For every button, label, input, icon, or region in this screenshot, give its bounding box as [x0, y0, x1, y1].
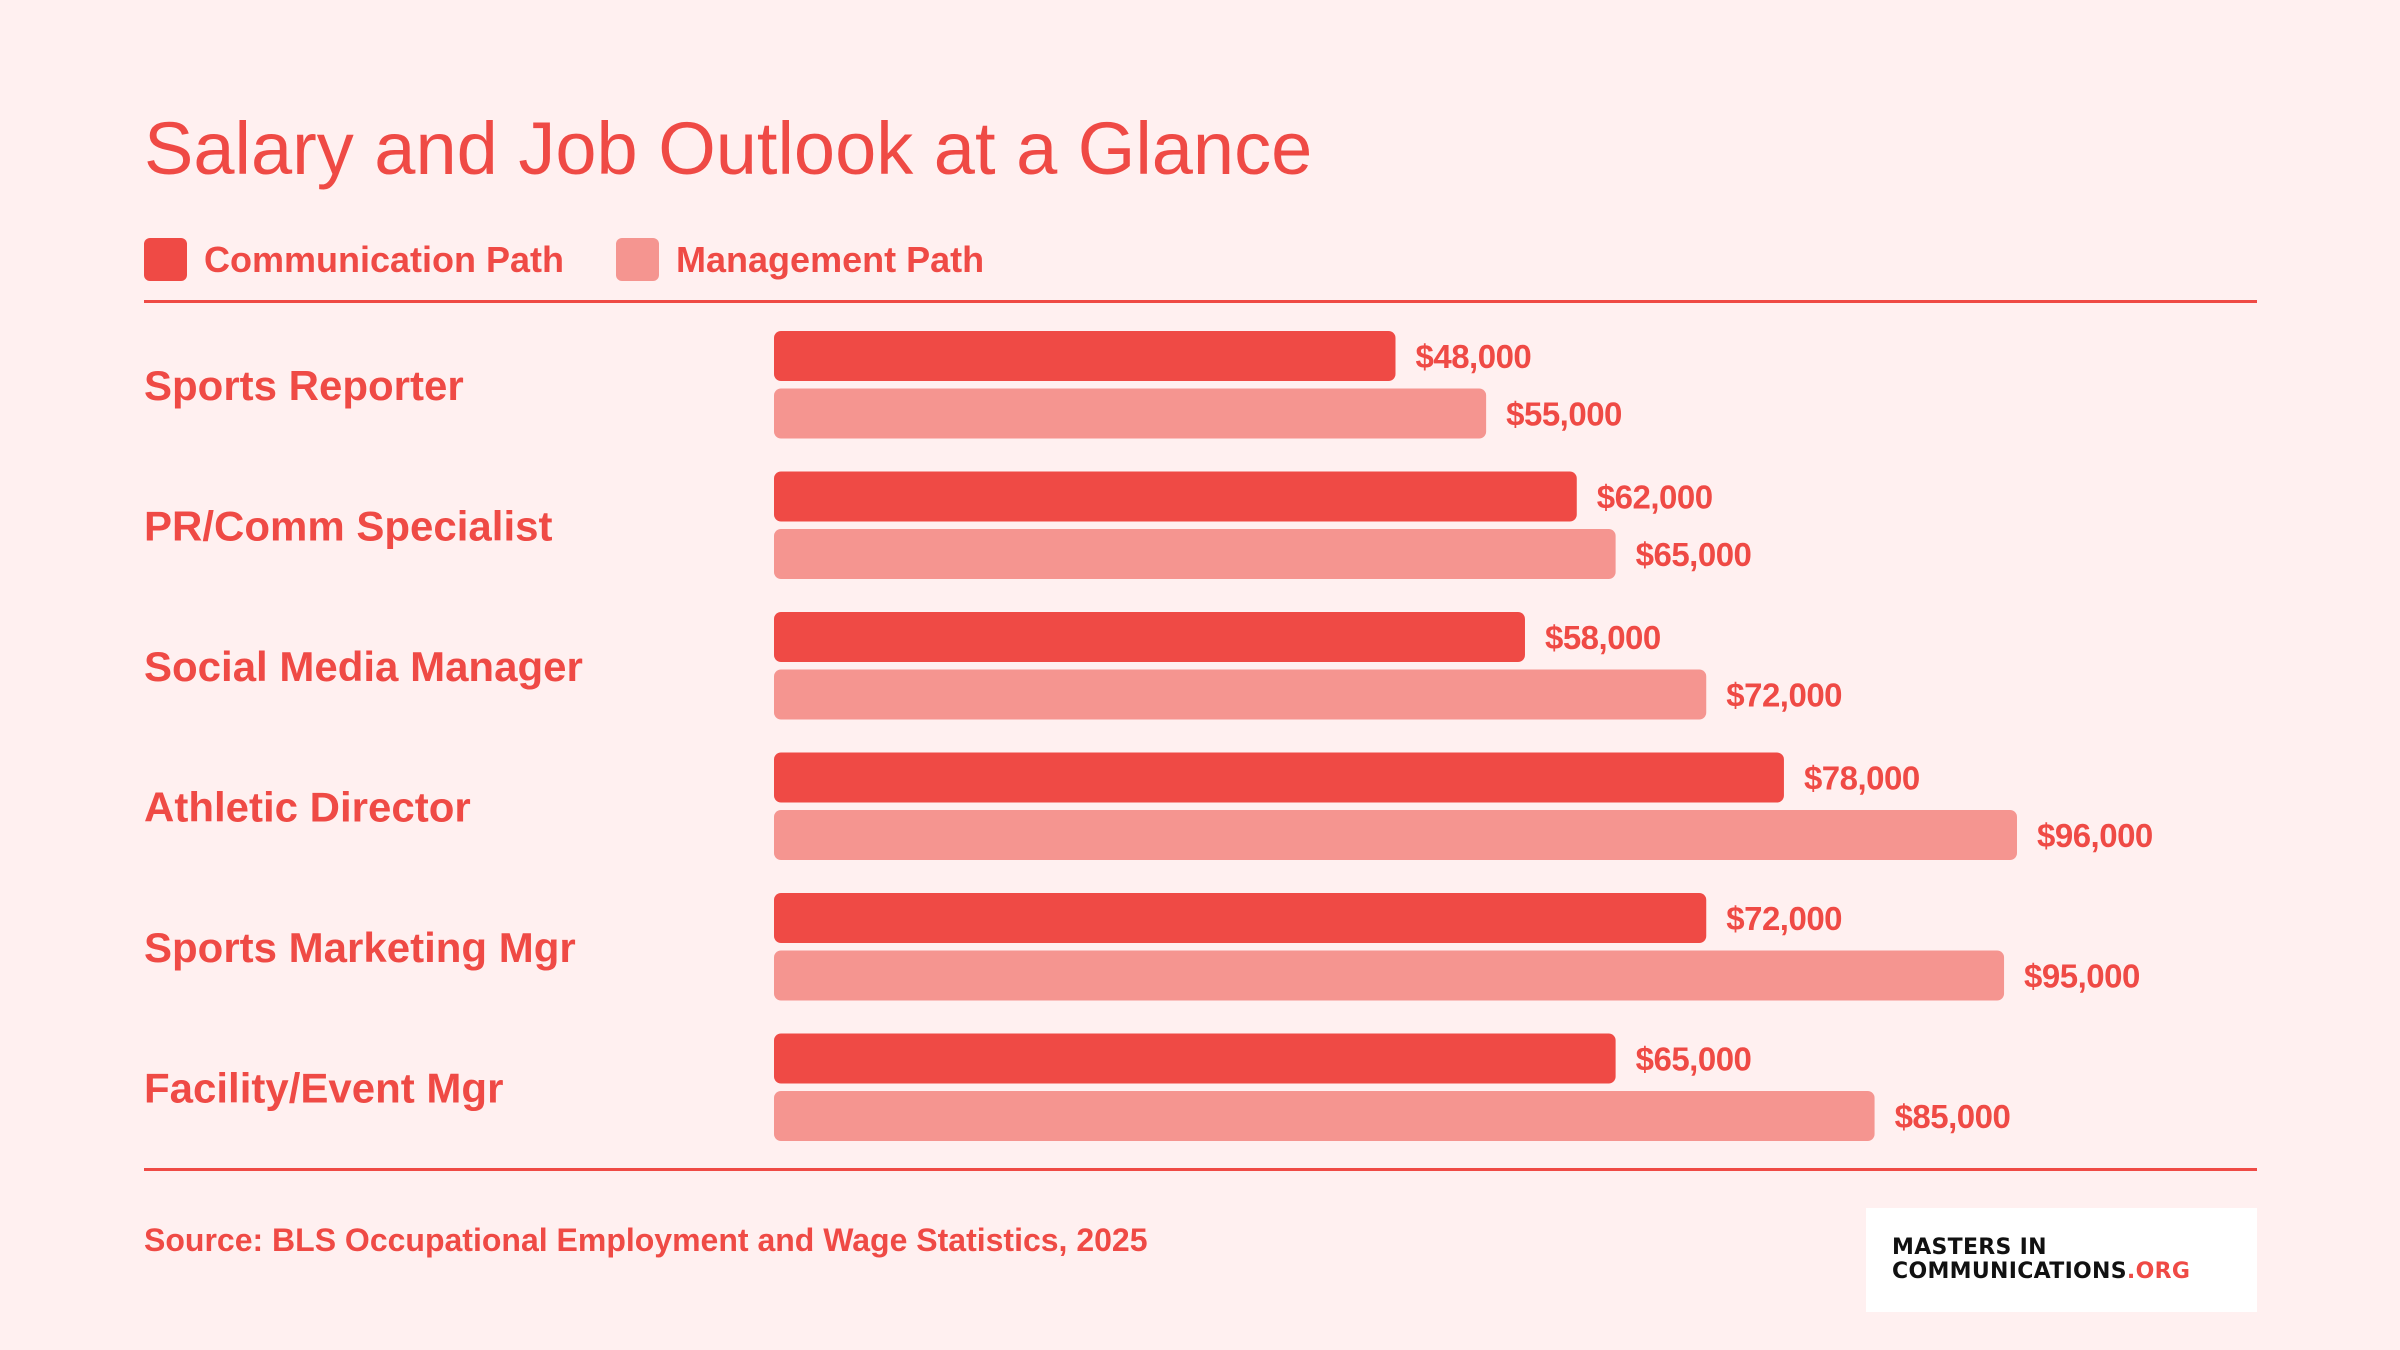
- category-label-pr-comm-specialist: PR/Comm Specialist: [144, 502, 552, 549]
- category-label-sports-reporter: Sports Reporter: [144, 362, 464, 409]
- bottom-divider: [144, 1168, 2257, 1171]
- bar-communication-path-social-media-manager: [774, 612, 1525, 662]
- chart-title: Salary and Job Outlook at a Glance: [144, 107, 1313, 190]
- category-label-sports-marketing-mgr: Sports Marketing Mgr: [144, 924, 576, 971]
- legend-label-communication: Communication Path: [204, 238, 565, 280]
- legend-label-management: Management Path: [676, 238, 985, 280]
- value-label-management-path-athletic-director: $96,000: [2037, 817, 2153, 854]
- source-note: Source: BLS Occupational Employment and …: [144, 1222, 1148, 1258]
- value-label-management-path-sports-reporter: $55,000: [1506, 396, 1622, 433]
- category-label-facility-event-mgr: Facility/Event Mgr: [144, 1064, 503, 1111]
- bar-management-path-sports-reporter: [774, 388, 1487, 439]
- bar-management-path-social-media-manager: [774, 669, 1707, 720]
- value-label-management-path-facility-event-mgr: $85,000: [1895, 1098, 2011, 1135]
- top-divider: [144, 300, 2257, 303]
- logo-main-text: COMMUNICATIONS: [1892, 1259, 2127, 1284]
- logo-line-1: MASTERS IN: [1892, 1235, 2047, 1260]
- value-label-communication-path-social-media-manager: $58,000: [1545, 619, 1661, 656]
- bar-management-path-pr-comm-specialist: [774, 529, 1616, 579]
- value-label-management-path-sports-marketing-mgr: $95,000: [2024, 958, 2140, 995]
- bar-communication-path-facility-event-mgr: [774, 1033, 1616, 1084]
- bar-communication-path-sports-marketing-mgr: [774, 893, 1707, 943]
- category-label-athletic-director: Athletic Director: [144, 783, 471, 830]
- bar-communication-path-pr-comm-specialist: [774, 471, 1577, 522]
- logo-suffix: .ORG: [2126, 1259, 2191, 1284]
- bar-management-path-athletic-director: [774, 810, 2017, 860]
- bar-management-path-facility-event-mgr: [774, 1091, 1875, 1141]
- value-label-communication-path-sports-reporter: $48,000: [1416, 338, 1532, 375]
- category-label-social-media-manager: Social Media Manager: [144, 643, 583, 690]
- value-label-communication-path-pr-comm-specialist: $62,000: [1597, 479, 1713, 516]
- logo-line-2: COMMUNICATIONS.ORG: [1892, 1260, 2257, 1284]
- value-label-communication-path-facility-event-mgr: $65,000: [1636, 1041, 1752, 1078]
- bar-communication-path-sports-reporter: [774, 331, 1396, 381]
- legend: Communication Path Management Path: [144, 238, 1036, 281]
- legend-item-communication: Communication Path: [144, 238, 564, 281]
- value-label-management-path-social-media-manager: $72,000: [1726, 677, 1842, 714]
- value-label-management-path-pr-comm-specialist: $65,000: [1636, 536, 1752, 573]
- bar-communication-path-athletic-director: [774, 752, 1784, 803]
- legend-swatch-communication: [144, 238, 187, 281]
- value-label-communication-path-athletic-director: $78,000: [1804, 760, 1920, 797]
- legend-swatch-management: [616, 238, 660, 281]
- legend-item-management: Management Path: [616, 238, 984, 281]
- mastersincommunications-logo: MASTERS IN COMMUNICATIONS.ORG: [1866, 1208, 2257, 1312]
- value-label-communication-path-sports-marketing-mgr: $72,000: [1726, 900, 1842, 937]
- bar-management-path-sports-marketing-mgr: [774, 950, 2005, 1001]
